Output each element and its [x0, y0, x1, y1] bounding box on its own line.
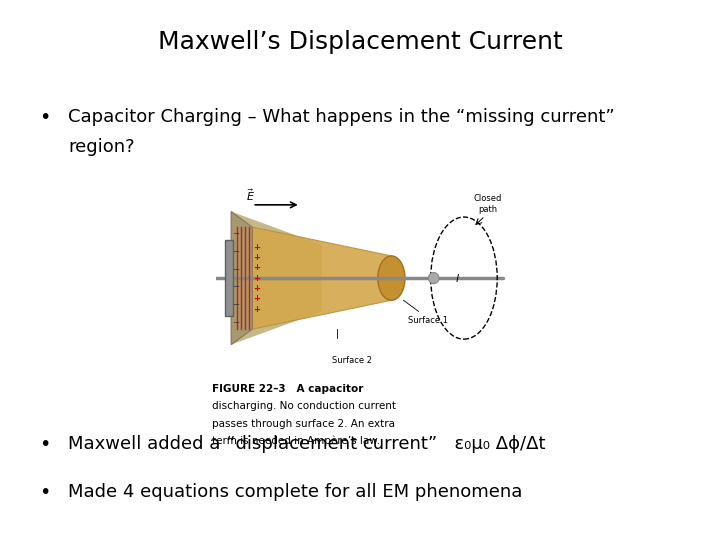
Text: +: + — [253, 284, 261, 293]
Text: −: − — [232, 282, 239, 292]
Text: +: + — [253, 253, 261, 262]
Polygon shape — [231, 212, 252, 345]
Text: term is needed in Ampère’s law.: term is needed in Ampère’s law. — [212, 436, 379, 447]
Text: −: − — [232, 318, 239, 327]
Bar — [225, 240, 233, 316]
Text: Maxwell’s Displacement Current: Maxwell’s Displacement Current — [158, 30, 562, 53]
Text: •: • — [40, 108, 51, 127]
Polygon shape — [231, 212, 322, 345]
Text: Surface 2: Surface 2 — [332, 356, 372, 365]
Text: Made 4 equations complete for all EM phenomena: Made 4 equations complete for all EM phe… — [68, 483, 523, 501]
Text: −: − — [232, 247, 239, 256]
Text: •: • — [40, 483, 51, 502]
Text: −: − — [232, 300, 239, 309]
Ellipse shape — [428, 273, 439, 284]
Text: Surface 1: Surface 1 — [408, 316, 448, 325]
Text: $l$: $l$ — [456, 272, 460, 284]
Text: discharging. No conduction current: discharging. No conduction current — [212, 402, 395, 411]
Ellipse shape — [378, 256, 405, 300]
Text: passes through surface 2. An extra: passes through surface 2. An extra — [212, 418, 395, 429]
Text: −: − — [232, 265, 239, 274]
Text: +: + — [253, 274, 261, 282]
Text: region?: region? — [68, 138, 135, 156]
Text: −: − — [232, 229, 239, 238]
Text: +: + — [253, 294, 261, 303]
Polygon shape — [252, 227, 392, 329]
Text: Maxwell added a “displacement current”   ε₀μ₀ Δϕ/Δt: Maxwell added a “displacement current” ε… — [68, 435, 546, 453]
Text: Closed
path: Closed path — [474, 194, 503, 214]
Text: Capacitor Charging – What happens in the “missing current”: Capacitor Charging – What happens in the… — [68, 108, 615, 126]
Text: +: + — [253, 263, 261, 272]
Text: FIGURE 22–3   A capacitor: FIGURE 22–3 A capacitor — [212, 384, 363, 394]
Text: •: • — [40, 435, 51, 454]
Text: $\vec{E}$: $\vec{E}$ — [246, 187, 256, 202]
Text: +: + — [253, 305, 261, 314]
Text: +: + — [253, 242, 261, 252]
